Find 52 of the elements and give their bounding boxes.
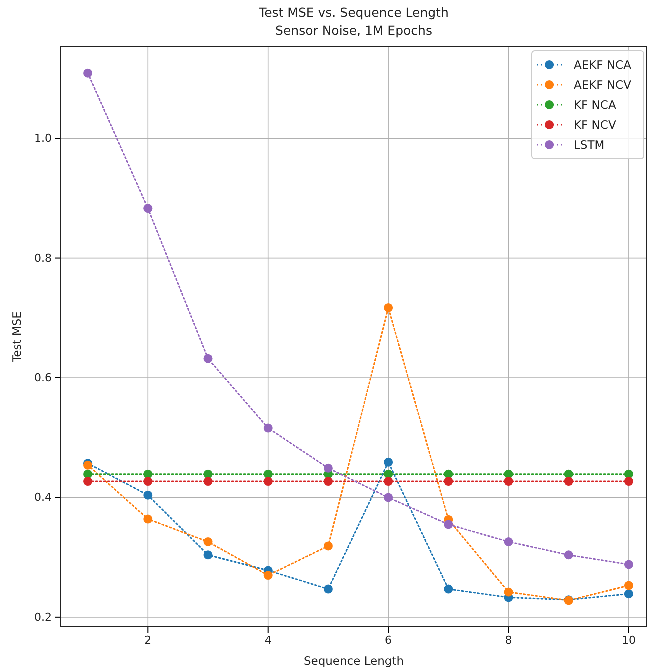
y-tick-label: 0.8 bbox=[34, 252, 52, 265]
point bbox=[144, 204, 153, 214]
legend-label: AEKF NCA bbox=[574, 58, 632, 72]
x-axis-title: Sequence Length bbox=[304, 654, 404, 668]
x-tick-label: 6 bbox=[385, 634, 392, 647]
point bbox=[624, 560, 634, 570]
point bbox=[504, 477, 514, 486]
y-tick-label: 0.4 bbox=[34, 491, 52, 504]
point bbox=[504, 538, 514, 547]
point bbox=[384, 458, 394, 467]
point bbox=[204, 477, 213, 486]
point bbox=[624, 477, 634, 486]
x-tick-label: 2 bbox=[144, 634, 152, 647]
point bbox=[84, 477, 93, 486]
point bbox=[144, 490, 153, 500]
point bbox=[324, 584, 333, 594]
point bbox=[264, 571, 273, 580]
point bbox=[204, 550, 213, 560]
point bbox=[144, 477, 153, 486]
chart-title: Test MSE vs. Sequence Length bbox=[258, 5, 449, 20]
point bbox=[144, 514, 153, 524]
point bbox=[384, 303, 394, 312]
point bbox=[384, 477, 394, 486]
point bbox=[624, 581, 634, 590]
y-axis-title: Test MSE bbox=[10, 312, 24, 364]
legend-label: KF NCV bbox=[574, 118, 616, 132]
y-tick-label: 1.0 bbox=[34, 132, 52, 146]
point bbox=[444, 520, 454, 530]
y-tick-label: 0.2 bbox=[34, 610, 52, 624]
point bbox=[384, 493, 394, 502]
y-tick-label: 0.6 bbox=[34, 372, 52, 385]
point bbox=[444, 477, 454, 486]
x-tick-label: 4 bbox=[264, 634, 272, 647]
point bbox=[564, 477, 574, 486]
point bbox=[624, 590, 634, 599]
legend-label: LSTM bbox=[574, 138, 605, 152]
point bbox=[264, 477, 273, 486]
legend-label: KF NCA bbox=[574, 98, 616, 112]
legend-label: AEKF NCV bbox=[574, 78, 632, 92]
x-tick-label: 8 bbox=[505, 634, 512, 647]
point bbox=[324, 464, 333, 473]
point bbox=[264, 424, 273, 433]
point bbox=[324, 477, 333, 486]
point bbox=[564, 550, 574, 560]
point bbox=[84, 68, 93, 78]
x-tick-label: 10 bbox=[622, 634, 636, 647]
point bbox=[324, 542, 333, 551]
point bbox=[204, 538, 213, 547]
point bbox=[444, 584, 454, 594]
point bbox=[504, 588, 514, 597]
point bbox=[204, 354, 213, 364]
chart-subtitle: Sensor Noise, 1M Epochs bbox=[276, 23, 432, 38]
